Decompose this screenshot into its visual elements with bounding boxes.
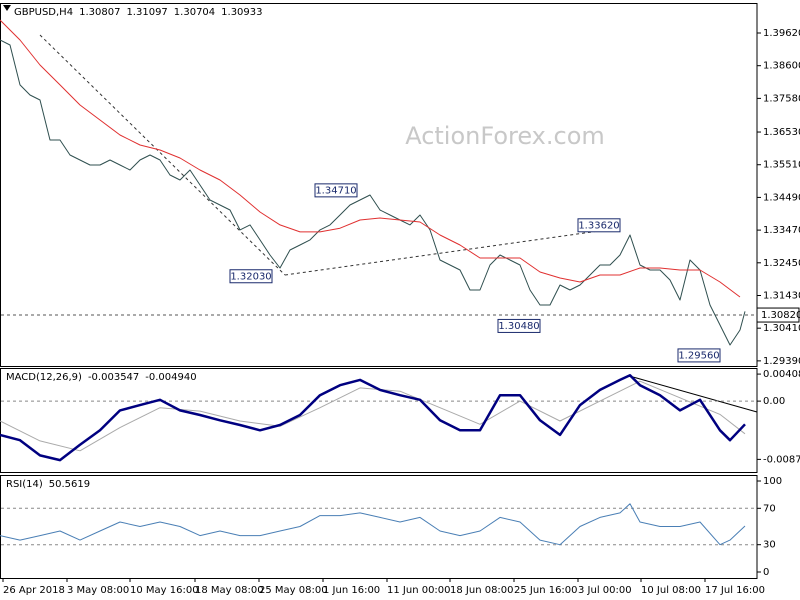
- x-tick-label: 18 May 08:00: [195, 585, 264, 596]
- series-line: [0, 19, 741, 298]
- panel-title: RSI(14): [6, 479, 43, 490]
- watermark: ActionForex.com: [405, 122, 605, 150]
- series-line: [0, 374, 746, 462]
- annotation-label: 1.30480: [498, 321, 539, 332]
- y-tick-label: 0.00: [763, 396, 785, 407]
- y-tick-label: 1.29390: [763, 356, 800, 367]
- x-tick-label: 26 Apr 2018: [3, 585, 65, 596]
- annotation-box: [677, 348, 721, 363]
- x-tick-label: 10 May 16:00: [130, 585, 199, 596]
- panel-header: RSI(14) 50.5619: [6, 479, 90, 490]
- ohlc-value: 1.30704: [174, 7, 215, 18]
- price-tag: [756, 307, 800, 323]
- ohlc-value: 1.30807: [79, 7, 120, 18]
- y-tick-label: 0.004081: [763, 369, 800, 380]
- y-tick-label: 1.34490: [763, 192, 800, 203]
- x-tick-label: 25 May 08:00: [259, 585, 328, 596]
- x-tick-label: 25 Jun 16:00: [514, 585, 578, 596]
- y-tick-label: 1.38600: [763, 61, 800, 72]
- y-tick-label: 100: [763, 476, 782, 487]
- annotation-label: 1.33620: [578, 220, 619, 231]
- annotation-box: [497, 318, 541, 333]
- y-tick-label: 0: [763, 567, 769, 578]
- ohlc-value: 1.30933: [221, 7, 262, 18]
- panel-frame: [0, 475, 758, 579]
- series-line: [0, 503, 746, 546]
- annotation-label: 1.29560: [678, 350, 719, 361]
- trend-line: [284, 227, 621, 276]
- x-tick-label: 3 Jul 00:00: [578, 585, 632, 596]
- y-tick-label: 1.33470: [763, 225, 800, 236]
- readout-value: -0.003547: [88, 372, 139, 383]
- x-tick-label: 3 May 08:00: [67, 585, 129, 596]
- panel-frame: [0, 368, 758, 473]
- readout-value: 50.5619: [49, 479, 90, 490]
- annotation-box: [577, 218, 621, 233]
- series-line: [0, 39, 746, 346]
- panel-header: GBPUSD,H4 1.30807 1.31097 1.30704 1.30933: [14, 7, 263, 18]
- panel-title: MACD(12,26,9): [6, 372, 82, 383]
- x-tick-label: 10 Jul 08:00: [641, 585, 701, 596]
- menu-icon: [3, 5, 11, 11]
- annotation-box: [229, 269, 273, 284]
- y-tick-label: 1.35510: [763, 160, 800, 171]
- annotation-box: [314, 183, 358, 198]
- y-tick-label: 1.32450: [763, 258, 800, 269]
- panel-frame: [0, 3, 758, 367]
- readout-value: -0.004940: [145, 372, 196, 383]
- trend-line: [632, 376, 758, 413]
- x-tick-label: 1 Jun 16:00: [323, 585, 380, 596]
- y-tick-label: 1.30410: [763, 323, 800, 334]
- price-tag-label: 1.30820: [761, 310, 800, 321]
- annotation-label: 1.34710: [315, 185, 356, 196]
- y-tick-label: 1.37580: [763, 93, 800, 104]
- y-tick-label: 70: [763, 503, 776, 514]
- x-tick-label: 18 Jun 08:00: [450, 585, 514, 596]
- annotation-label: 1.32030: [230, 271, 271, 282]
- y-tick-label: -0.008794: [763, 454, 800, 465]
- y-tick-label: 30: [763, 540, 776, 551]
- panel-title: GBPUSD,H4: [14, 7, 73, 18]
- ohlc-value: 1.31097: [126, 7, 167, 18]
- y-tick-label: 1.31430: [763, 290, 800, 301]
- x-tick-label: 17 Jul 16:00: [705, 585, 765, 596]
- x-tick-label: 11 Jun 00:00: [387, 585, 451, 596]
- y-tick-label: 1.36530: [763, 127, 800, 138]
- y-tick-label: 1.39620: [763, 28, 800, 39]
- panel-header: MACD(12,26,9) -0.003547 -0.004940: [6, 372, 197, 383]
